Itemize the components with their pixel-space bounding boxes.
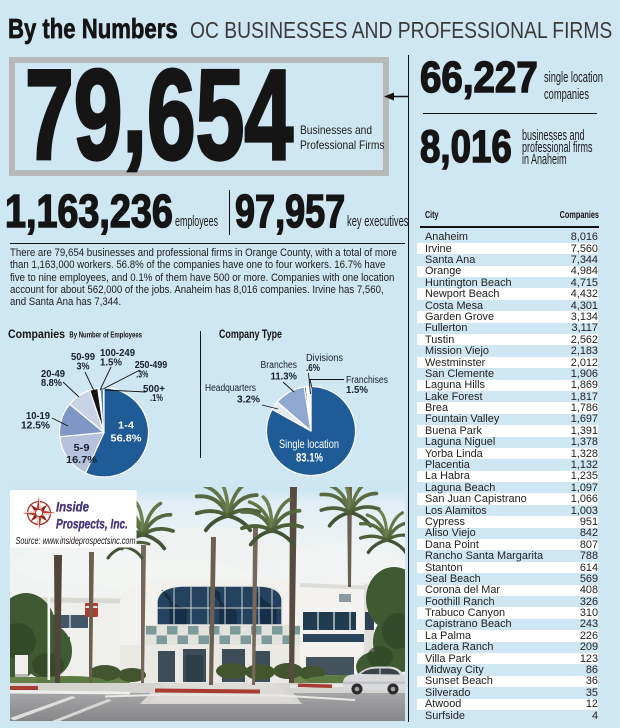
svg-text:Divisions: Divisions bbox=[306, 353, 343, 364]
svg-text:20-49: 20-49 bbox=[41, 369, 65, 380]
svg-text:.3%: .3% bbox=[136, 370, 148, 381]
svg-text:5-9: 5-9 bbox=[74, 443, 90, 454]
svg-text:10-19: 10-19 bbox=[26, 411, 50, 422]
svg-text:100-249: 100-249 bbox=[100, 348, 135, 359]
svg-text:Single location: Single location bbox=[279, 437, 339, 451]
svg-text:1.5%: 1.5% bbox=[346, 385, 368, 396]
svg-text:1.5%: 1.5% bbox=[100, 358, 122, 369]
svg-text:By Number of Employees: By Number of Employees bbox=[69, 331, 142, 340]
svg-text:Companies: Companies bbox=[8, 327, 65, 341]
svg-text:Inside: Inside bbox=[56, 500, 89, 515]
svg-text:3%: 3% bbox=[77, 362, 90, 373]
svg-text:250-499: 250-499 bbox=[135, 360, 168, 371]
svg-text:83.1%: 83.1% bbox=[296, 451, 323, 465]
svg-text:500+: 500+ bbox=[143, 384, 165, 395]
svg-text:12.5%: 12.5% bbox=[21, 421, 50, 432]
svg-text:11.3%: 11.3% bbox=[271, 372, 297, 383]
svg-text:Company Type: Company Type bbox=[219, 327, 282, 341]
svg-text:1-4: 1-4 bbox=[118, 420, 134, 432]
svg-text:Headquarters: Headquarters bbox=[205, 383, 256, 394]
svg-text:8.8%: 8.8% bbox=[41, 378, 62, 389]
svg-text:Prospects, Inc.: Prospects, Inc. bbox=[56, 517, 128, 532]
svg-text:.6%: .6% bbox=[306, 363, 320, 374]
svg-text:Franchises: Franchises bbox=[346, 375, 388, 386]
svg-text:.1%: .1% bbox=[150, 393, 163, 404]
svg-text:50-99: 50-99 bbox=[71, 352, 95, 363]
svg-text:3.2%: 3.2% bbox=[237, 395, 260, 406]
svg-text:56.8%: 56.8% bbox=[111, 433, 143, 445]
svg-text:Branches: Branches bbox=[261, 360, 298, 371]
svg-text:Source: www.insideprospectsinc: Source: www.insideprospectsinc.com bbox=[16, 536, 136, 547]
svg-text:16.7%: 16.7% bbox=[66, 455, 97, 466]
